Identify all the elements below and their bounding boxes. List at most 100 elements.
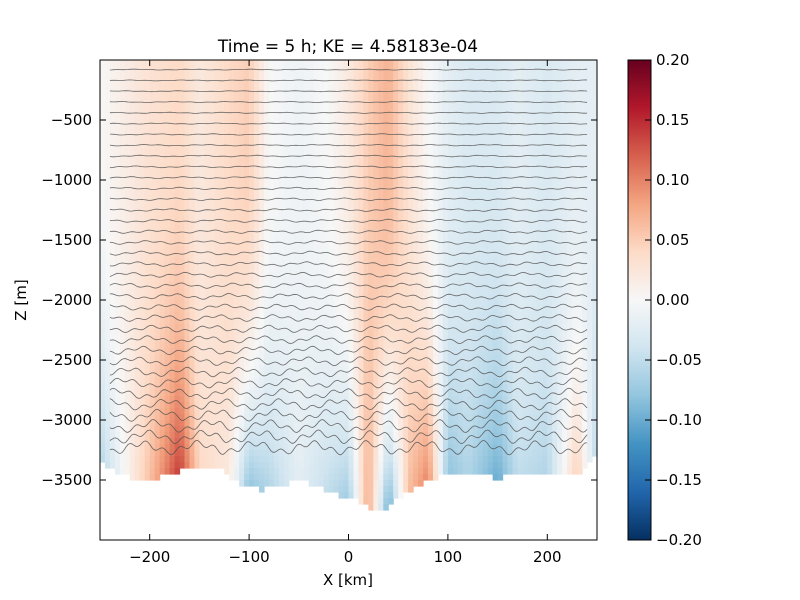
heatmap-cell [129, 438, 136, 445]
heatmap-cell [244, 378, 250, 385]
heatmap-cell [129, 138, 136, 145]
heatmap-cell [368, 492, 374, 499]
heatmap-cell [239, 324, 245, 331]
heatmap-cell [447, 234, 454, 241]
heatmap-cell [249, 222, 255, 229]
heatmap-cell [333, 276, 340, 283]
heatmap-cell [273, 372, 280, 379]
heatmap-cell [373, 414, 379, 421]
heatmap-cell [204, 126, 210, 133]
heatmap-cell [313, 348, 320, 355]
heatmap-cell [239, 120, 245, 127]
heatmap-cell [383, 138, 389, 145]
heatmap-cell [209, 198, 215, 205]
heatmap-cell [219, 426, 225, 433]
heatmap-cell [134, 156, 141, 163]
heatmap-cell [447, 72, 454, 79]
heatmap-cell [293, 342, 300, 349]
heatmap-cell [144, 192, 151, 199]
heatmap-cell [164, 102, 171, 109]
heatmap-cell [298, 78, 305, 85]
heatmap-cell [293, 354, 300, 361]
heatmap-cell [134, 204, 141, 211]
heatmap-cell [119, 438, 126, 445]
heatmap-cell [418, 114, 424, 121]
heatmap-cell [293, 72, 300, 79]
heatmap-cell [358, 60, 365, 67]
heatmap-cell [338, 264, 345, 271]
heatmap-cell [164, 366, 171, 373]
heatmap-cell [159, 342, 166, 349]
heatmap-cell [149, 378, 156, 385]
heatmap-cell [224, 468, 230, 475]
heatmap-cell [363, 300, 369, 307]
heatmap-cell [109, 384, 116, 391]
heatmap-cell [338, 204, 345, 211]
heatmap-cell [423, 450, 429, 457]
heatmap-cell [408, 108, 414, 115]
heatmap-cell [432, 330, 439, 337]
heatmap-cell [204, 138, 210, 145]
heatmap-cell [199, 372, 205, 379]
heatmap-cell [234, 216, 240, 223]
heatmap-cell [333, 432, 340, 439]
heatmap-cell [229, 204, 235, 211]
heatmap-cell [363, 102, 369, 109]
heatmap-cell [388, 108, 394, 115]
heatmap-cell [189, 390, 196, 397]
heatmap-cell [273, 342, 280, 349]
heatmap-cell [383, 306, 389, 313]
heatmap-cell [139, 282, 146, 289]
heatmap-cell [358, 72, 365, 79]
heatmap-cell [244, 216, 250, 223]
heatmap-cell [313, 270, 320, 277]
heatmap-cell [388, 462, 394, 469]
heatmap-cell [154, 180, 161, 187]
heatmap-cell [199, 288, 205, 295]
heatmap-cell [388, 60, 394, 67]
heatmap-cell [333, 270, 340, 277]
heatmap-cell [418, 150, 424, 157]
heatmap-cell [408, 474, 414, 481]
heatmap-cell [189, 78, 196, 85]
heatmap-cell [293, 402, 300, 409]
heatmap-cell [184, 312, 191, 319]
heatmap-cell [234, 264, 240, 271]
heatmap-cell [288, 288, 295, 295]
heatmap-cell [428, 120, 434, 127]
heatmap-cell [353, 444, 360, 451]
heatmap-cell [298, 414, 305, 421]
heatmap-cell [333, 198, 340, 205]
heatmap-cell [303, 198, 310, 205]
heatmap-cell [423, 102, 429, 109]
heatmap-cell [184, 210, 191, 217]
heatmap-cell [403, 84, 409, 91]
heatmap-cell [283, 132, 290, 139]
heatmap-cell [114, 408, 121, 415]
heatmap-cell [383, 96, 389, 103]
heatmap-cell [423, 150, 429, 157]
heatmap-cell [428, 318, 434, 325]
heatmap-cell [209, 228, 215, 235]
heatmap-cell [398, 264, 404, 271]
heatmap-cell [298, 276, 305, 283]
heatmap-cell [129, 204, 136, 211]
heatmap-cell [169, 270, 176, 277]
heatmap-cell [144, 318, 151, 325]
heatmap-cell [234, 60, 240, 67]
heatmap-cell [129, 282, 136, 289]
heatmap-cell [413, 456, 419, 463]
heatmap-cell [373, 192, 379, 199]
heatmap-cell [114, 96, 121, 103]
heatmap-cell [308, 354, 315, 361]
heatmap-cell [442, 60, 449, 67]
heatmap-cell [368, 432, 374, 439]
heatmap-cell [418, 72, 424, 79]
heatmap-cell [293, 456, 300, 463]
heatmap-cell [283, 432, 290, 439]
heatmap-cell [368, 360, 374, 367]
heatmap-cell [184, 252, 191, 259]
heatmap-cell [403, 60, 409, 67]
heatmap-cell [278, 384, 285, 391]
heatmap-cell [254, 72, 260, 79]
